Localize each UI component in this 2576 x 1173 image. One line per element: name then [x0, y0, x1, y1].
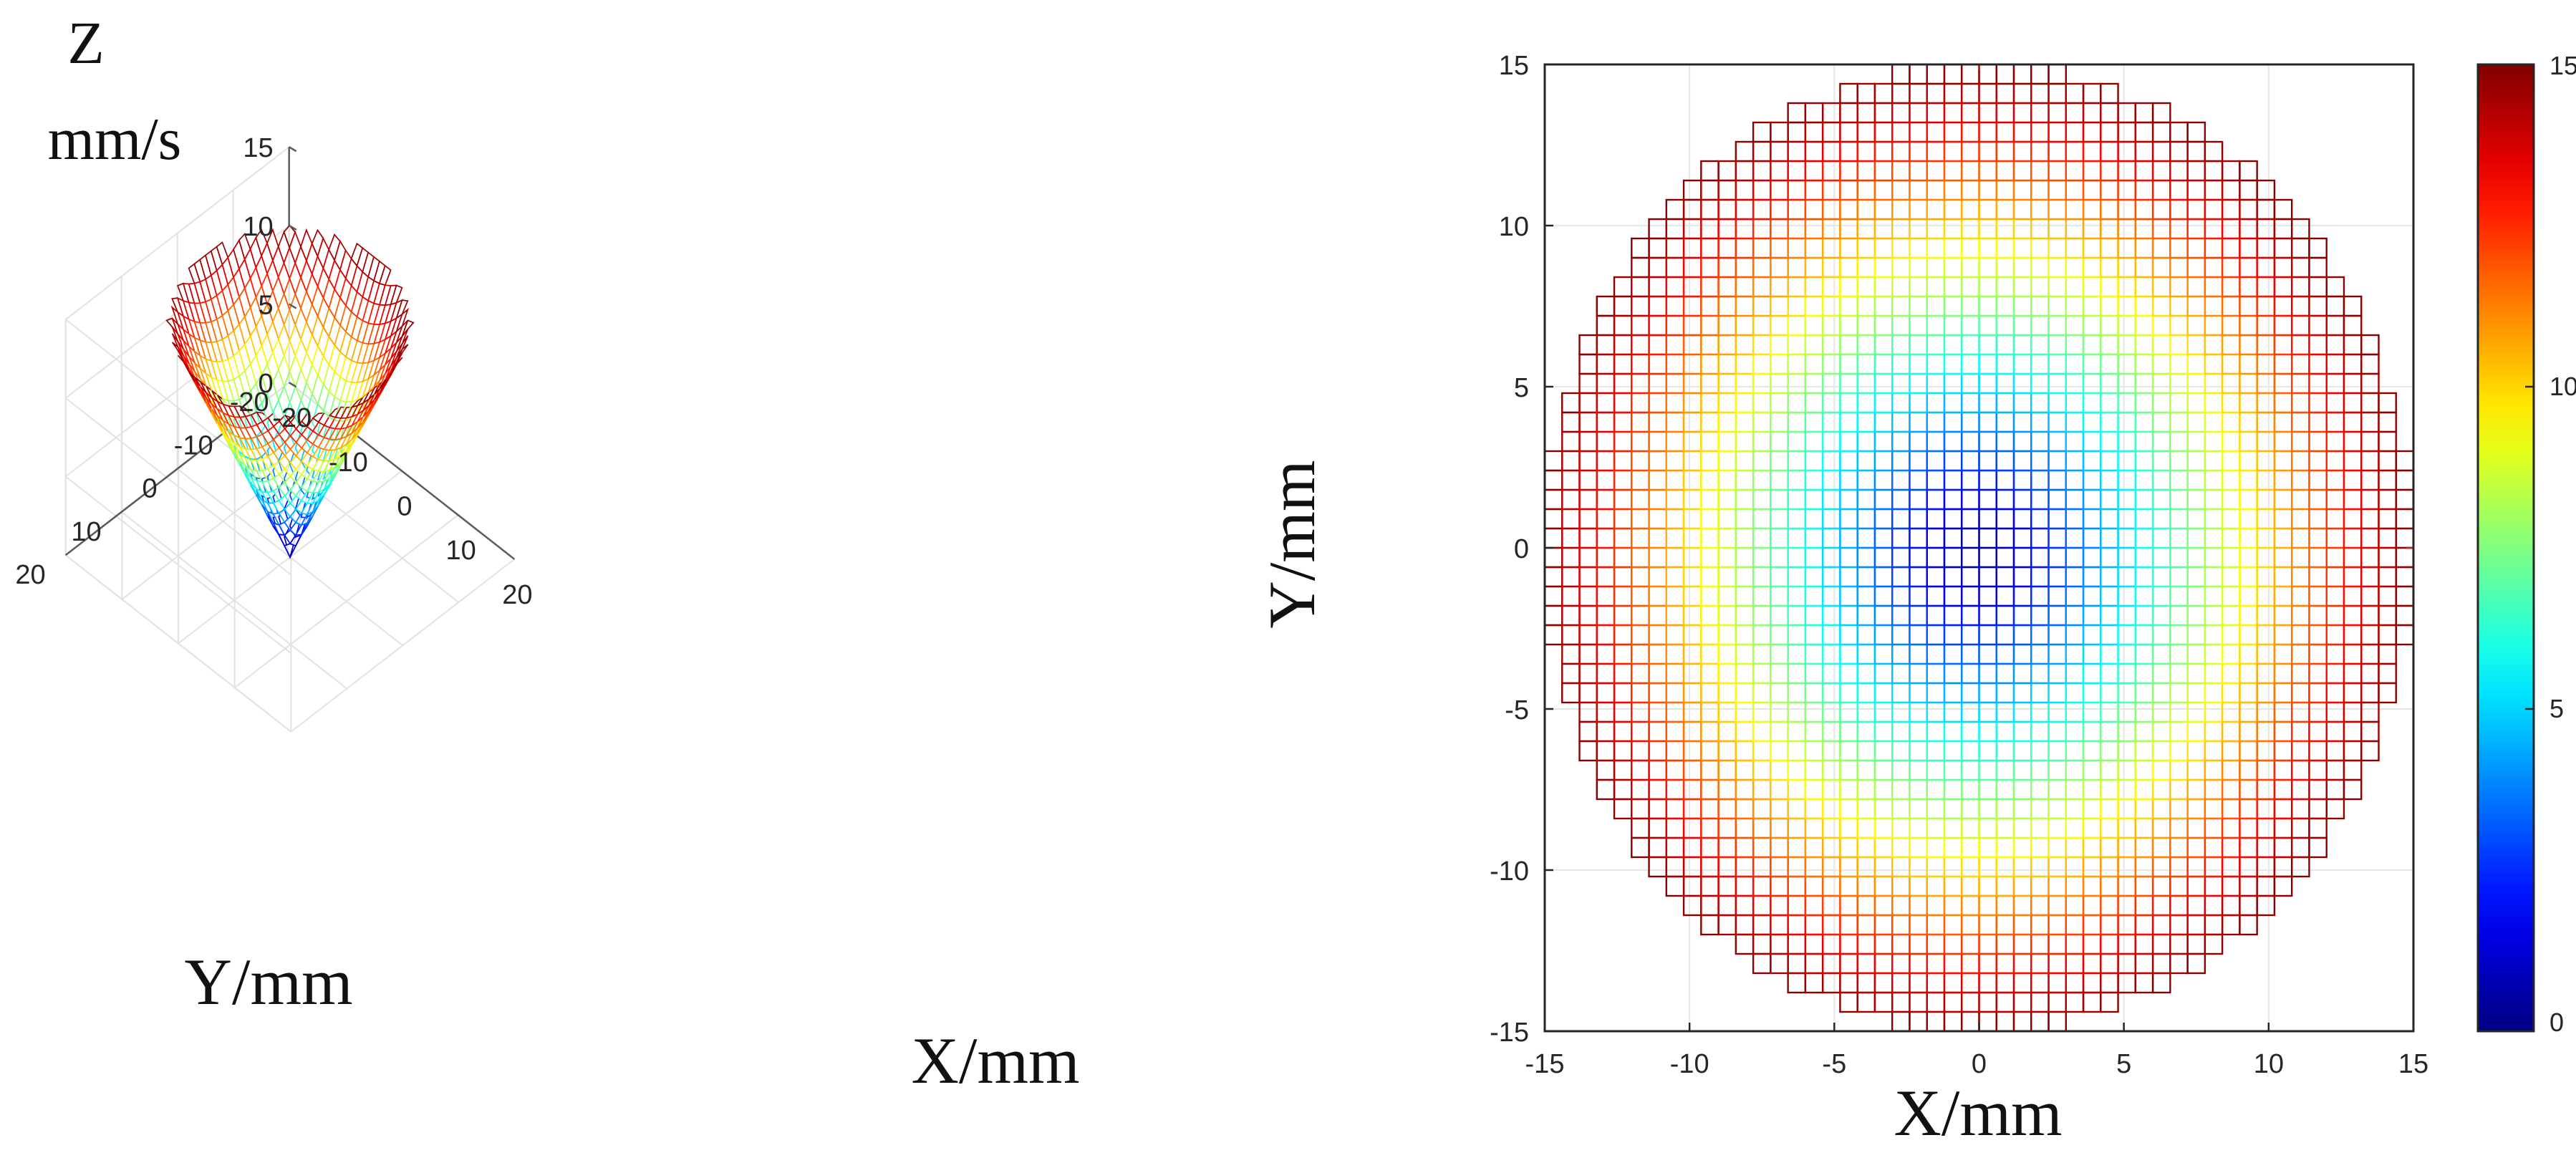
wall-gridline — [65, 397, 291, 576]
x-tick-label: 10 — [446, 536, 476, 566]
z-axis-label-line1: Z — [67, 10, 104, 77]
x-tick-label: -10 — [329, 448, 368, 478]
z-tick-label: 0 — [259, 369, 274, 399]
y-tick-label: -10 — [1490, 856, 1529, 887]
x-tick-label: 0 — [1972, 1049, 1987, 1079]
heatmap-cell — [2378, 392, 2397, 414]
y-tick-label: -5 — [1505, 695, 1529, 725]
y-tick-label: 0 — [1514, 534, 1529, 564]
heatmap-cell — [2256, 179, 2276, 201]
x-tick-label: -15 — [1525, 1049, 1565, 1079]
z-tick-mark — [289, 224, 297, 231]
axes-3d-ticks: 0 5 10 15 -20 -10 0 10 20 -20 -10 0 10 20 — [15, 133, 532, 610]
surface-cell — [401, 319, 415, 337]
surface-3d-chart: 0 5 10 15 -20 -10 0 10 20 -20 -10 0 10 20 Z mm/s Y/mm… — [15, 10, 1079, 1097]
x-tick-label: 10 — [2254, 1049, 2284, 1079]
z-tick-label: 10 — [243, 212, 273, 242]
y-axis-label-2d: Y/mm — [1255, 460, 1328, 628]
y-tick-label: 20 — [15, 560, 45, 590]
heatmap-cell — [2186, 121, 2206, 143]
colorbar-ticks: 0 5 10 15 — [2525, 51, 2576, 1037]
x-axis-label-3d: X/mm — [911, 1024, 1079, 1097]
heatmap-cells — [1543, 63, 2415, 1033]
z-axis-label-line2: mm/s — [48, 106, 182, 173]
colorbar-tick-label: 0 — [2550, 1008, 2564, 1037]
heatmap-chart: -15 -10 -5 0 5 10 15 15 10 5 0 -5 -10 -15 0 5 10 15 Y/mm… — [1255, 51, 2576, 1149]
z-tick-mark — [289, 146, 297, 153]
surface-cell — [390, 357, 403, 375]
wall-gridline — [65, 554, 291, 733]
wall-gridline — [65, 146, 290, 321]
colorbar-tick-label: 5 — [2550, 694, 2564, 723]
y-tick-label: 10 — [71, 517, 101, 547]
heatmap-cell — [2360, 334, 2380, 356]
x-tick-label: -20 — [272, 403, 312, 433]
heatmap-cell — [2151, 102, 2171, 124]
z-tick-label: 15 — [243, 133, 273, 163]
heatmap-ticks: -15 -10 -5 0 5 10 15 15 10 5 0 -5 -10 -15 — [1490, 51, 2428, 1079]
z-tick-mark — [289, 382, 297, 388]
x-tick-label: 20 — [502, 580, 532, 610]
colorbar-tick-label: 15 — [2550, 51, 2576, 80]
colorbar-frame — [2476, 63, 2535, 1033]
colorbar: 0 5 10 15 — [2476, 51, 2576, 1037]
heatmap-cell — [2343, 295, 2363, 317]
heatmap-cell — [2308, 237, 2327, 259]
heatmap-cell — [2290, 218, 2310, 240]
cone-surface-mesh — [165, 224, 415, 560]
x-tick-label: 0 — [397, 492, 412, 522]
x-axis-label-2d: X/mm — [1894, 1076, 2062, 1149]
heatmap-cell — [2325, 276, 2345, 298]
y-tick-label: 0 — [143, 474, 158, 504]
z-tick-mark — [289, 303, 297, 309]
x-tick-label: -5 — [1822, 1049, 1846, 1079]
x-tick-label: -10 — [1670, 1049, 1709, 1079]
z-tick-label: 5 — [259, 291, 274, 321]
surface-cell — [396, 344, 409, 362]
x-tick-label: 15 — [2398, 1049, 2428, 1079]
x-tick-label: 5 — [2116, 1049, 2131, 1079]
wall-gridline — [65, 476, 291, 654]
heatmap-cell — [2273, 198, 2293, 221]
y-tick-label: -15 — [1490, 1018, 1529, 1048]
heatmap-cell — [2100, 82, 2119, 105]
heatmap-cell — [2239, 160, 2258, 182]
y-tick-label: 10 — [1499, 212, 1529, 242]
y-tick-label: -10 — [174, 430, 213, 460]
y-tick-label: -20 — [230, 387, 269, 417]
colorbar-tick-label: 10 — [2550, 372, 2576, 401]
heatmap-cell — [2204, 140, 2224, 163]
y-axis-label-3d: Y/mm — [184, 945, 352, 1018]
y-tick-label: 15 — [1499, 51, 1529, 81]
y-tick-label: 5 — [1514, 373, 1529, 403]
colorbar-gradient — [2478, 64, 2534, 1031]
